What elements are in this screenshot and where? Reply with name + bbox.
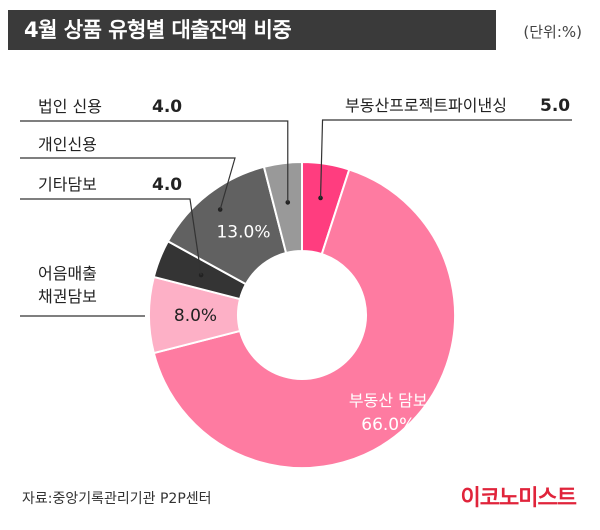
slice-label-0: 부동산프로젝트파이낸싱 (345, 96, 507, 115)
slice-value-1: 66.0% (361, 415, 415, 435)
slice-value-0: 5.0 (540, 96, 570, 116)
leader-line-0 (319, 119, 572, 198)
title-bar: 4월 상품 유형별 대출잔액 비중 (8, 10, 496, 50)
slice-value-4: 13.0% (216, 222, 270, 242)
slice-value-2: 8.0% (174, 306, 217, 326)
donut-slice-5 (262, 160, 303, 255)
brand-logo: 이코노미스트 (460, 486, 577, 511)
leader-line-3 (20, 198, 202, 276)
slice-label-2a: 어음매출 (38, 264, 97, 283)
slice-label-4: 개인신용 (38, 135, 97, 154)
slice-label-2b: 채권담보 (38, 287, 97, 306)
slice-label-5: 법인 신용 (38, 97, 102, 116)
leader-line-5 (20, 120, 289, 203)
donut-slice-4 (166, 165, 288, 286)
slice-label-3: 기타담보 (38, 175, 97, 194)
slice-value-3: 4.0 (152, 175, 182, 195)
leader-line-group (20, 119, 572, 317)
source-note: 자료:중앙기록관리기관 P2P센터 (22, 491, 212, 507)
slice-value-5: 4.0 (152, 97, 182, 117)
leader-line-4 (20, 157, 236, 210)
slice-group (148, 160, 456, 469)
donut-slice-1 (152, 168, 456, 469)
slice-label-1: 부동산 담보 (349, 391, 428, 410)
chart-title: 4월 상품 유형별 대출잔액 비중 (24, 18, 292, 42)
unit-label: (단위:%) (523, 23, 582, 41)
